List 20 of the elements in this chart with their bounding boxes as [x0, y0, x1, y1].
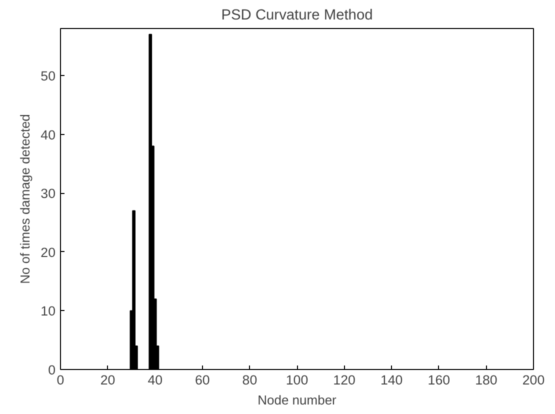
x-tick-label: 80 — [242, 372, 258, 388]
bar — [132, 210, 136, 370]
x-tick-label: 120 — [333, 372, 356, 388]
x-tick-label: 20 — [100, 372, 116, 388]
y-tick-label: 20 — [40, 244, 56, 260]
x-tick-label: 200 — [522, 372, 545, 388]
y-tick-label: 40 — [40, 127, 56, 142]
y-tick-label: 50 — [40, 68, 56, 84]
y-axis-title: No of times damage detected — [18, 114, 33, 284]
y-tick-label: 10 — [40, 304, 56, 319]
y-tick-label: 0 — [48, 362, 56, 378]
y-tick-label: 30 — [40, 186, 56, 202]
x-tick-label: 160 — [428, 372, 450, 388]
x-tick-label: 140 — [380, 372, 403, 388]
x-axis-title: Node number — [258, 392, 338, 408]
chart-title: PSD Curvature Method — [221, 8, 373, 24]
x-tick-label: 60 — [194, 372, 210, 388]
x-tick-label: 180 — [475, 372, 498, 388]
x-tick-label: 100 — [286, 372, 308, 388]
x-tick-label: 40 — [148, 372, 163, 388]
